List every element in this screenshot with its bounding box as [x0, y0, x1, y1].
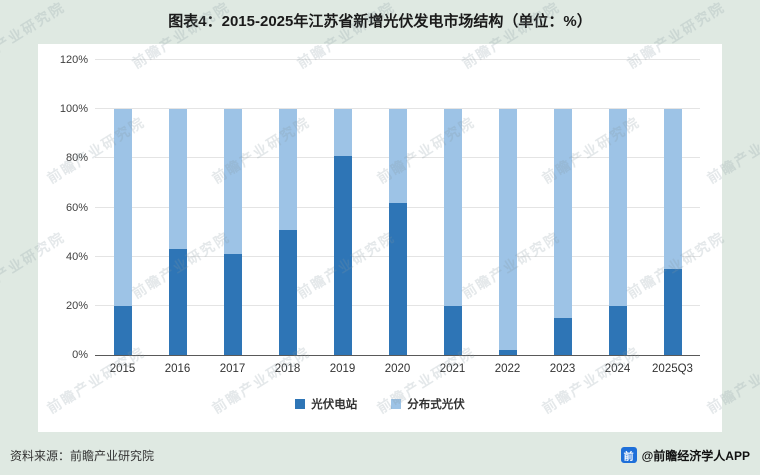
- bar-segment: [498, 350, 517, 355]
- x-axis-label: 2018: [274, 363, 301, 375]
- x-axis-label: 2025Q3: [652, 363, 693, 375]
- legend: 光伏电站 分布式光伏: [38, 396, 722, 412]
- bar-segment: [113, 305, 132, 355]
- bar-segment: [663, 268, 682, 355]
- bar-segment: [168, 249, 187, 355]
- bar-segment: [388, 202, 407, 355]
- y-axis-label: 0%: [72, 349, 88, 361]
- chart-title: 图表4：2015-2025年江苏省新增光伏发电市场结构（单位：%）: [168, 13, 592, 30]
- bar-column: [113, 109, 132, 355]
- bar-segment: [333, 155, 352, 355]
- y-axis-label: 120%: [59, 54, 88, 66]
- bar-segment: [333, 109, 352, 156]
- bar-segment: [388, 109, 407, 203]
- x-axis-label: 2015: [109, 363, 136, 375]
- bar-column: [443, 109, 462, 355]
- x-axis-label: 2021: [439, 363, 466, 375]
- bar-column: [388, 109, 407, 355]
- legend-label: 光伏电站: [311, 399, 358, 411]
- bar-segment: [498, 109, 517, 351]
- x-axis-label: 2017: [219, 363, 246, 375]
- bar-column: [663, 109, 682, 355]
- legend-item: 分布式光伏: [391, 396, 465, 412]
- bar-segment: [608, 109, 627, 306]
- gridline: [95, 59, 700, 60]
- x-axis-label: 2022: [494, 363, 521, 375]
- bar-segment: [278, 109, 297, 230]
- bar-column: [168, 109, 187, 355]
- x-axis-label: 2019: [329, 363, 356, 375]
- bar-column: [608, 109, 627, 355]
- bar-segment: [663, 109, 682, 269]
- bar-segment: [553, 109, 572, 319]
- bar-segment: [223, 109, 242, 255]
- bar-segment: [443, 305, 462, 355]
- brand-logo-icon: 前: [620, 447, 637, 463]
- legend-swatch-icon: [295, 399, 306, 409]
- bar-column: [223, 109, 242, 355]
- source-text: 资料来源：前瞻产业研究院: [10, 448, 155, 463]
- x-axis-label: 2016: [164, 363, 191, 375]
- chart-card: 0% 20% 40% 60% 80% 100% 120% 2015 2016 2017 2018 2…: [38, 44, 722, 432]
- bar-column: [278, 109, 297, 355]
- legend-label: 分布式光伏: [407, 399, 465, 411]
- brand: 前 @前瞻经济学人APP: [620, 447, 750, 464]
- y-axis-label: 60%: [65, 201, 88, 214]
- bar-segment: [168, 109, 187, 250]
- bar-column: [333, 109, 352, 355]
- bar-segment: [608, 305, 627, 355]
- gridline: [95, 108, 700, 110]
- footer: 资料来源：前瞻产业研究院 前 @前瞻经济学人APP: [0, 443, 760, 467]
- bar-segment: [553, 318, 572, 355]
- x-axis-label: 2020: [384, 363, 411, 375]
- x-axis-label: 2024: [604, 363, 631, 375]
- legend-swatch-icon: [391, 399, 402, 409]
- bar-column: [553, 109, 572, 355]
- y-axis-label: 40%: [65, 250, 88, 263]
- y-axis-label: 100%: [59, 103, 88, 116]
- bar-segment: [113, 109, 132, 306]
- legend-item: 光伏电站: [295, 396, 357, 412]
- bar-segment: [223, 254, 242, 355]
- brand-text: @前瞻经济学人APP: [641, 448, 750, 463]
- bar-column: [498, 109, 517, 355]
- bar-segment: [278, 229, 297, 355]
- y-axis-label: 80%: [65, 152, 88, 165]
- bar-segment: [443, 109, 462, 306]
- x-axis-label: 2023: [549, 363, 576, 375]
- plot-area: [95, 59, 700, 356]
- y-axis-label: 20%: [65, 299, 88, 312]
